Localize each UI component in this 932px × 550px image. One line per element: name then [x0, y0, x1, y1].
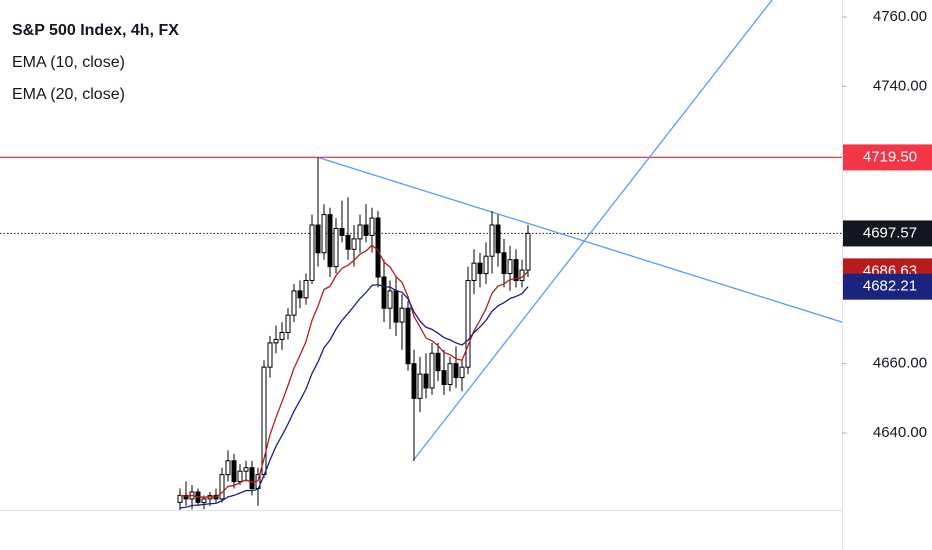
- candle-body: [273, 338, 279, 344]
- candle-body: [375, 217, 381, 278]
- candle-body: [219, 474, 225, 500]
- legend-entry: EMA (20, close): [12, 86, 125, 103]
- trend-line: [412, 0, 773, 462]
- candle-body: [387, 290, 393, 309]
- candle-body: [471, 262, 477, 281]
- candle-body: [447, 363, 453, 385]
- candle-body: [507, 259, 513, 275]
- candle-body: [477, 262, 483, 275]
- candle-body: [351, 238, 357, 250]
- candle-body: [321, 214, 327, 254]
- trend-line: [317, 156, 842, 323]
- legend-entry: EMA (10, close): [12, 54, 125, 71]
- candle-body: [489, 224, 495, 257]
- candle-body: [441, 370, 447, 385]
- candle-body: [291, 290, 297, 316]
- candle-body: [399, 307, 405, 323]
- candle-body: [309, 224, 315, 281]
- ema-value-label: 4682.21: [863, 278, 917, 295]
- candle-body: [345, 234, 351, 250]
- candle-body: [495, 224, 501, 254]
- candle-body: [411, 363, 417, 399]
- plot-area: 25Nov81522De: [0, 0, 842, 510]
- candle-body: [435, 352, 441, 372]
- candle-body: [327, 214, 333, 268]
- candle-body: [429, 352, 435, 389]
- candle-body: [279, 331, 285, 340]
- y-tick-label: 4660.00: [873, 355, 927, 372]
- ema-line: [179, 244, 529, 498]
- candle-body: [225, 460, 231, 476]
- candle-body: [381, 276, 387, 309]
- candle-body: [333, 227, 339, 268]
- candle-body: [237, 470, 243, 483]
- candle-body: [417, 373, 423, 399]
- candle-body: [339, 227, 345, 236]
- candle-body: [525, 232, 531, 271]
- candle-body: [513, 259, 519, 281]
- candle-body: [459, 366, 465, 379]
- last-price-label-bg: [843, 220, 932, 247]
- resistance-label-bg: [843, 144, 932, 171]
- candle-body: [483, 255, 489, 275]
- candle-body: [357, 224, 363, 240]
- candle-body: [369, 217, 375, 236]
- candle-body: [297, 290, 303, 299]
- candle-body: [465, 279, 471, 368]
- candle-body: [363, 224, 369, 236]
- y-tick-label: 4740.00: [873, 77, 927, 94]
- candle-body: [201, 498, 207, 503]
- candle-body: [405, 307, 411, 365]
- candle-body: [177, 494, 183, 503]
- chart-title: S&P 500 Index, 4h, FX: [12, 22, 179, 39]
- candle-body: [285, 314, 291, 333]
- candle-body: [315, 224, 321, 254]
- candle-body: [423, 373, 429, 389]
- y-tick-label: 4640.00: [873, 424, 927, 441]
- candle-body: [267, 342, 273, 368]
- candle-body: [231, 460, 237, 483]
- resistance-label: 4719.50: [863, 148, 917, 165]
- candle-body: [243, 467, 249, 472]
- ema-line: [179, 283, 529, 509]
- last-price-label: 4697.57: [863, 224, 917, 241]
- candle-body: [183, 494, 189, 500]
- candle-body: [249, 467, 255, 490]
- candle-body: [393, 290, 399, 323]
- candle-body: [303, 279, 309, 299]
- ema-value-label-bg: [843, 273, 932, 300]
- candle-body: [453, 363, 459, 379]
- candle-body: [501, 252, 507, 275]
- y-tick-label: 4760.00: [873, 8, 927, 25]
